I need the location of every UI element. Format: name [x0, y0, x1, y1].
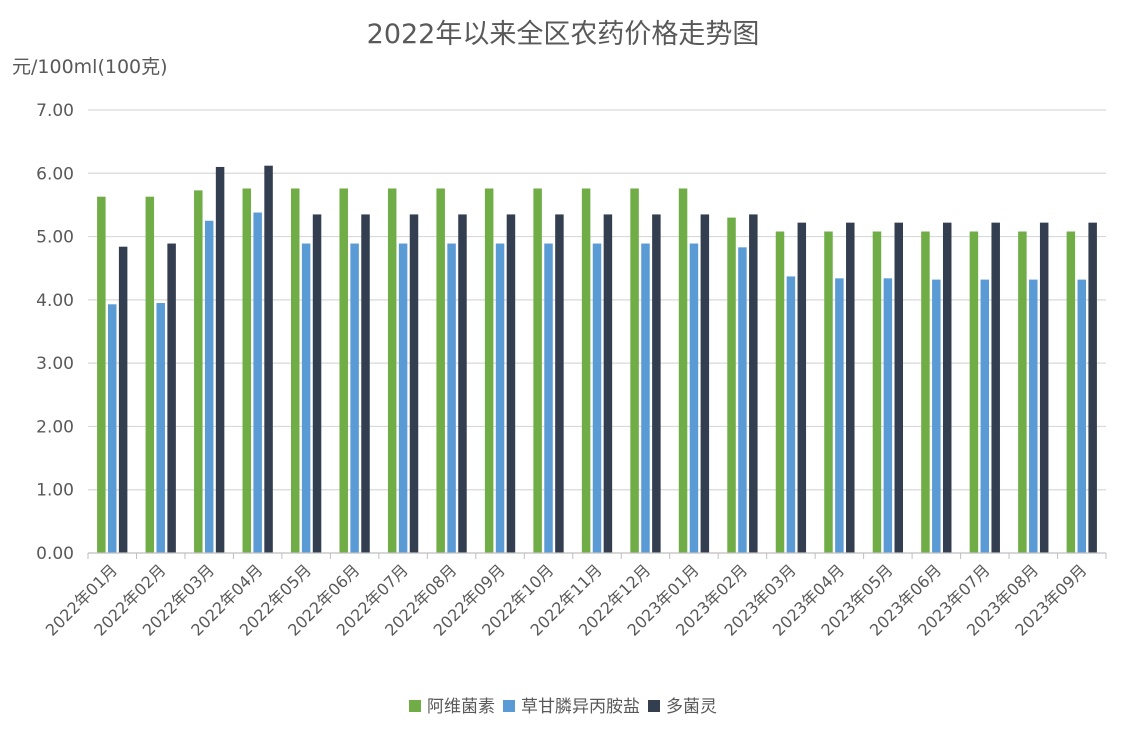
bar: [156, 303, 165, 553]
legend-label: 多菌灵: [666, 697, 717, 717]
bar: [824, 231, 833, 553]
bar: [969, 231, 979, 553]
bar: [1077, 279, 1087, 553]
bar: [118, 246, 128, 553]
legend-label: 草甘膦异丙胺盐: [521, 697, 640, 717]
bar: [409, 214, 419, 553]
y-tick-label: 2.00: [36, 417, 74, 437]
bar: [544, 243, 553, 554]
bar: [484, 188, 494, 553]
bar: [630, 188, 639, 553]
bar: [167, 243, 176, 554]
bar: [495, 243, 505, 554]
legend-swatch: [503, 700, 515, 712]
x-axis: [87, 552, 1107, 559]
bar: [980, 279, 990, 553]
bar: [727, 217, 736, 554]
bar: [97, 196, 106, 554]
bar: [872, 231, 882, 553]
bar: [555, 214, 564, 553]
y-axis-unit-label: 元/100ml(100克): [12, 56, 168, 78]
bar: [301, 243, 311, 554]
bar: [652, 214, 661, 553]
bar: [458, 214, 467, 553]
bar: [846, 222, 855, 554]
bar: [738, 247, 747, 553]
y-tick-label: 4.00: [36, 291, 74, 311]
bar: [387, 188, 397, 553]
bar: [603, 214, 613, 553]
y-tick-label: 6.00: [36, 164, 74, 184]
bar: [700, 214, 710, 553]
bar: [894, 222, 904, 554]
bar: [678, 188, 688, 553]
bar: [436, 188, 445, 553]
bar: [107, 304, 117, 553]
y-tick-label: 3.00: [36, 354, 74, 374]
chart-title: 2022年以来全区农药价格走势图: [367, 19, 760, 50]
bar: [786, 276, 796, 553]
bar: [1039, 222, 1049, 554]
bar: [264, 165, 273, 554]
legend: 阿维菌素 草甘膦异丙胺盐 多菌灵: [409, 697, 717, 717]
bar: [592, 243, 602, 554]
legend-label: 阿维菌素: [427, 697, 495, 717]
bar: [797, 222, 807, 554]
y-tick-label: 0.00: [36, 544, 74, 564]
bar: [921, 231, 930, 553]
bar: [242, 188, 252, 553]
bar: [835, 278, 844, 553]
bar: [1029, 279, 1038, 553]
bar: [641, 243, 650, 554]
bar: [775, 231, 785, 553]
bar: [932, 279, 941, 553]
bar: [215, 166, 225, 553]
bar: [145, 196, 155, 554]
legend-swatch: [648, 700, 660, 712]
y-tick-label: 5.00: [36, 228, 74, 248]
bars: [97, 165, 1097, 554]
bar: [194, 190, 203, 553]
bar: [361, 214, 370, 553]
bar: [1088, 222, 1097, 554]
bar: [991, 222, 1000, 554]
bar: [506, 214, 516, 553]
y-axis-ticks: 0.00 1.00 2.00 3.00 4.00 5.00 6.00 7.00: [36, 101, 74, 564]
bar: [447, 243, 456, 554]
bar: [398, 243, 408, 554]
bar: [204, 220, 214, 553]
bar: [312, 214, 322, 553]
bar: [1018, 231, 1027, 553]
x-axis-labels: 2022年01月2022年02月2022年03月2022年04月2022年05月…: [42, 560, 1091, 639]
y-tick-label: 7.00: [36, 101, 74, 121]
bar: [350, 243, 359, 554]
bar: [749, 214, 758, 553]
bar: [339, 188, 348, 553]
bar: [581, 188, 591, 553]
bar: [689, 243, 699, 554]
bar: [533, 188, 542, 553]
bar: [883, 278, 893, 553]
legend-swatch: [409, 700, 421, 712]
bar: [253, 212, 262, 553]
y-tick-label: 1.00: [36, 481, 74, 501]
bar: [290, 188, 300, 553]
bar: [1066, 231, 1076, 553]
bar: [942, 222, 952, 554]
